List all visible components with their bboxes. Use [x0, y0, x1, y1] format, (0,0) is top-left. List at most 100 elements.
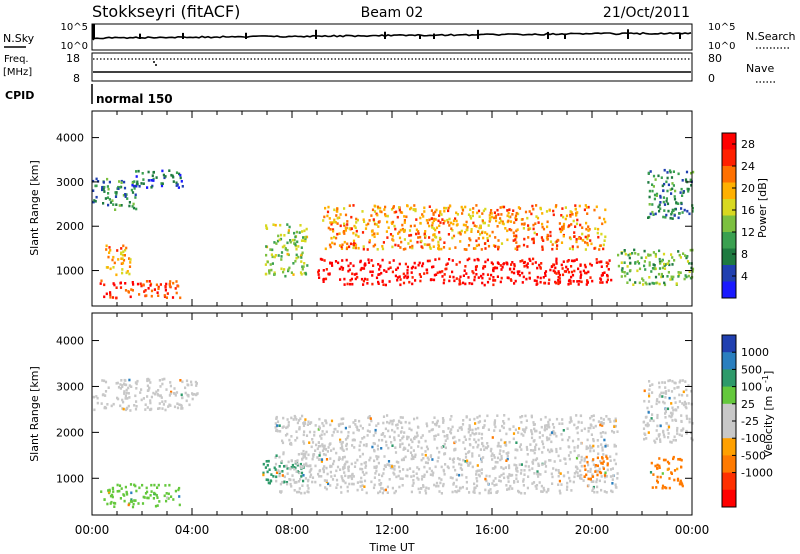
power-region-0	[92, 177, 138, 211]
velocity-ytick-2: 3000	[56, 380, 84, 393]
velocity-ytick-1: 2000	[56, 426, 84, 439]
power-region-5	[317, 257, 613, 287]
xtick-2: 08:00	[275, 523, 310, 537]
xtick-0: 00:00	[75, 523, 110, 537]
power-cbar-swatch-5	[722, 215, 736, 233]
velocity-ytick-0: 1000	[56, 472, 84, 485]
nsearch-label: N.Search	[746, 30, 796, 43]
power-cbar-swatch-7	[722, 248, 736, 266]
nave-label: Nave	[746, 62, 774, 75]
velocity-cbar-label: Velocity [m s -1]	[761, 371, 775, 458]
velocity-cbar-swatch-9	[722, 489, 736, 508]
freq-tick-bottom: 8	[73, 72, 80, 85]
velocity-cbar-tick-3: 25	[741, 398, 755, 411]
velocity-cbar-tick-6: -500	[741, 449, 766, 462]
power-cbar-swatch-9	[722, 281, 736, 299]
power-region-1	[131, 169, 184, 189]
velocity-cbar-swatch-7	[722, 455, 736, 474]
power-cbar-tick-3: 16	[741, 204, 755, 217]
velocity-region-3	[274, 414, 619, 495]
power-panel: 1000 2000 3000 4000 Slant Range [km] 4 8 12 16…	[28, 110, 769, 307]
velocity-region-4	[583, 455, 609, 481]
nsearch-tick-top: 10^5	[708, 22, 735, 33]
velocity-cbar-swatch-8	[722, 472, 736, 491]
power-cbar-tick-1: 8	[741, 248, 748, 261]
beam-title: Beam 02	[361, 5, 424, 21]
velocity-cbar-tick-5: -100	[741, 432, 766, 445]
velocity-cbar-swatch-3	[722, 386, 736, 405]
velocity-region-1	[100, 483, 181, 509]
xtick-1: 04:00	[175, 523, 210, 537]
xtick-3: 12:00	[375, 523, 410, 537]
velocity-heatmap	[92, 377, 694, 509]
power-cbar-swatch-0	[722, 133, 736, 150]
power-ytick-3: 4000	[56, 132, 84, 145]
power-region-7	[617, 248, 695, 287]
xtick-5: 20:00	[575, 523, 610, 537]
xtick-4: 16:00	[475, 523, 510, 537]
velocity-cbar-tick-4: -25	[741, 415, 759, 428]
power-ylabel: Slant Range [km]	[28, 160, 41, 256]
power-cbar-swatch-3	[722, 182, 736, 200]
date-title: 21/Oct/2011	[603, 5, 690, 21]
freq-label: Freq.	[4, 54, 29, 65]
power-region-3	[105, 244, 132, 277]
power-cbar-tick-2: 12	[741, 226, 755, 239]
freq-unit: [MHz]	[3, 67, 32, 78]
velocity-panel: 1000 2000 3000 4000 Slant Range [km] 1000 50…	[28, 312, 775, 516]
station-title: Stokkseyri (fitACF)	[92, 2, 240, 21]
power-cbar-tick-4: 20	[741, 182, 755, 195]
nsky-trace	[92, 31, 692, 41]
nsky-spikes	[92, 24, 681, 39]
velocity-cbar-swatch-1	[722, 352, 736, 370]
power-colorbar: 4 8 12 16 20 24 28	[721, 132, 755, 299]
power-region-2	[99, 279, 182, 300]
nsky-panel: N.Sky 10^5 10^0 10^5 10^0 N.Search	[3, 22, 796, 52]
power-cbar-tick-5: 24	[741, 160, 755, 173]
nsky-tick-bottom: 10^0	[61, 41, 88, 52]
velocity-cbar-tick-7: -1000	[741, 467, 773, 480]
power-ytick-2: 3000	[56, 176, 84, 189]
velocity-cbar-swatch-4	[722, 403, 736, 422]
power-cbar-label: Power [dB]	[756, 178, 769, 238]
power-cbar-tick-0: 4	[741, 270, 748, 283]
power-cbar-swatch-8	[722, 265, 736, 282]
velocity-cbar-swatch-2	[722, 369, 736, 388]
freq-tick-top: 18	[66, 52, 80, 65]
power-region-6	[322, 204, 607, 251]
velocity-ylabel: Slant Range [km]	[28, 366, 41, 462]
velocity-region-6	[642, 379, 694, 444]
nsky-tick-top: 10^5	[61, 22, 88, 33]
nsky-label: N.Sky	[3, 32, 35, 45]
velocity-cbar-swatch-0	[722, 335, 736, 353]
xlabel: Time UT	[368, 541, 414, 554]
power-cbar-tick-6: 28	[741, 138, 755, 151]
nave-tick-bottom: 0	[708, 72, 715, 85]
power-cbar-swatch-4	[722, 199, 736, 216]
velocity-cbar-tick-1: 500	[741, 363, 762, 376]
power-heatmap	[92, 168, 695, 300]
power-cbar-swatch-2	[722, 166, 736, 183]
velocity-region-0	[92, 377, 199, 412]
velocity-cbar-tick-0: 1000	[741, 346, 769, 359]
power-region-4	[264, 223, 309, 278]
velocity-cbar-swatch-5	[722, 421, 736, 439]
nave-tick-top: 80	[708, 52, 722, 65]
velocity-axes: 1000 2000 3000 4000	[56, 313, 693, 515]
power-region-8	[647, 168, 695, 220]
cpid-value: normal 150	[96, 92, 173, 106]
velocity-cbar-swatch-6	[722, 438, 736, 456]
nsearch-tick-bottom: 10^0	[708, 41, 735, 52]
power-ytick-1: 2000	[56, 220, 84, 233]
cpid-label: CPID	[5, 89, 34, 102]
velocity-cbar-tick-2: 100	[741, 381, 762, 394]
power-cbar-swatch-1	[722, 149, 736, 167]
power-ytick-0: 1000	[56, 265, 84, 278]
velocity-region-5	[649, 455, 684, 490]
velocity-ytick-3: 4000	[56, 335, 84, 348]
power-cbar-swatch-6	[722, 232, 736, 249]
power-axes: 1000 2000 3000 4000	[56, 111, 693, 306]
xtick-6: 00:00	[675, 523, 710, 537]
velocity-colorbar: 1000 500 100 25 -25 -100 -500 -1000	[721, 334, 773, 508]
